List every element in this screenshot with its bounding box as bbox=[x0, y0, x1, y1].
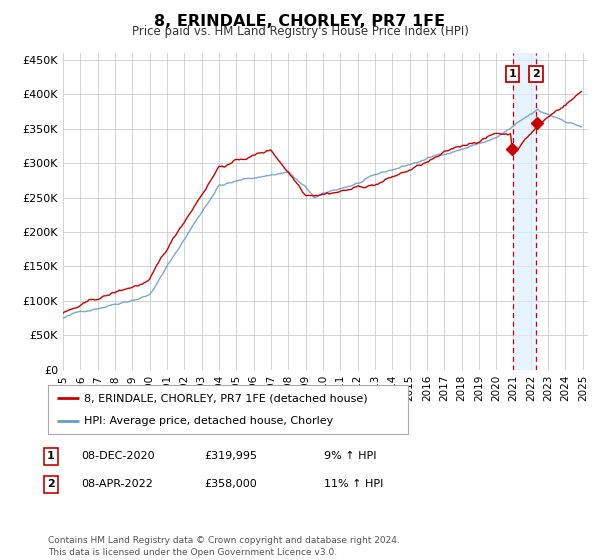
Text: £358,000: £358,000 bbox=[204, 479, 257, 489]
Bar bbox=[513, 53, 536, 370]
Text: 2: 2 bbox=[47, 479, 55, 489]
Text: 11% ↑ HPI: 11% ↑ HPI bbox=[324, 479, 383, 489]
Text: £319,995: £319,995 bbox=[204, 451, 257, 461]
Text: 1: 1 bbox=[509, 69, 517, 79]
Text: Contains HM Land Registry data © Crown copyright and database right 2024.
This d: Contains HM Land Registry data © Crown c… bbox=[48, 536, 400, 557]
Text: 8, ERINDALE, CHORLEY, PR7 1FE: 8, ERINDALE, CHORLEY, PR7 1FE bbox=[154, 14, 446, 29]
Text: 08-APR-2022: 08-APR-2022 bbox=[81, 479, 153, 489]
Text: Price paid vs. HM Land Registry's House Price Index (HPI): Price paid vs. HM Land Registry's House … bbox=[131, 25, 469, 38]
Text: 2: 2 bbox=[532, 69, 540, 79]
Text: 9% ↑ HPI: 9% ↑ HPI bbox=[324, 451, 377, 461]
Text: HPI: Average price, detached house, Chorley: HPI: Average price, detached house, Chor… bbox=[84, 416, 333, 426]
Text: 1: 1 bbox=[47, 451, 55, 461]
Text: 8, ERINDALE, CHORLEY, PR7 1FE (detached house): 8, ERINDALE, CHORLEY, PR7 1FE (detached … bbox=[84, 393, 368, 403]
Text: 08-DEC-2020: 08-DEC-2020 bbox=[81, 451, 155, 461]
